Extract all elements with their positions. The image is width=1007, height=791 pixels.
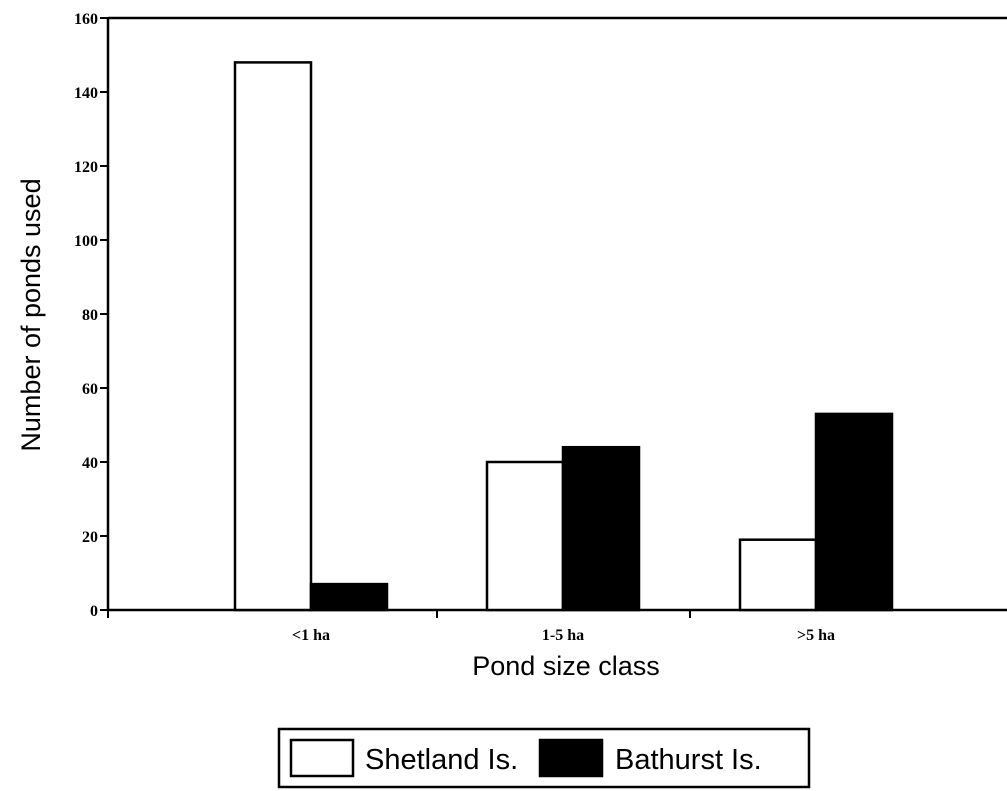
x-tick-label: <1 ha (292, 627, 330, 644)
y-tick-label: 140 (74, 85, 98, 102)
y-tick-label: 160 (74, 11, 98, 28)
bar (814, 412, 894, 612)
legend-label: Shetland Is. (365, 744, 518, 776)
y-axis: 0 20 40 60 80 100 120 140 160 (74, 11, 108, 620)
bar (485, 460, 565, 612)
y-tick-label: 100 (74, 233, 98, 250)
y-tick-label: 40 (82, 455, 98, 472)
legend-label: Bathurst Is. (615, 744, 762, 776)
bar (561, 445, 641, 612)
y-axis-title: Number of ponds used (16, 178, 46, 451)
x-tick-label: 1-5 ha (542, 627, 584, 644)
y-tick-label: 60 (82, 381, 98, 398)
legend: Shetland Is. Bathurst Is. (277, 727, 811, 789)
legend-swatch (538, 738, 604, 778)
x-axis-title: Pond size class (472, 651, 660, 681)
bars (233, 61, 894, 612)
y-tick-label: 0 (90, 603, 98, 620)
x-axis: <1 ha 1-5 ha >5 ha (107, 610, 835, 644)
bar (738, 538, 818, 612)
legend-swatch (289, 738, 355, 778)
y-tick-label: 120 (74, 159, 98, 176)
x-tick-label: >5 ha (797, 627, 835, 644)
bar (309, 582, 389, 612)
y-tick-label: 80 (82, 307, 98, 324)
bar (233, 61, 313, 612)
y-tick-label: 20 (82, 529, 98, 546)
